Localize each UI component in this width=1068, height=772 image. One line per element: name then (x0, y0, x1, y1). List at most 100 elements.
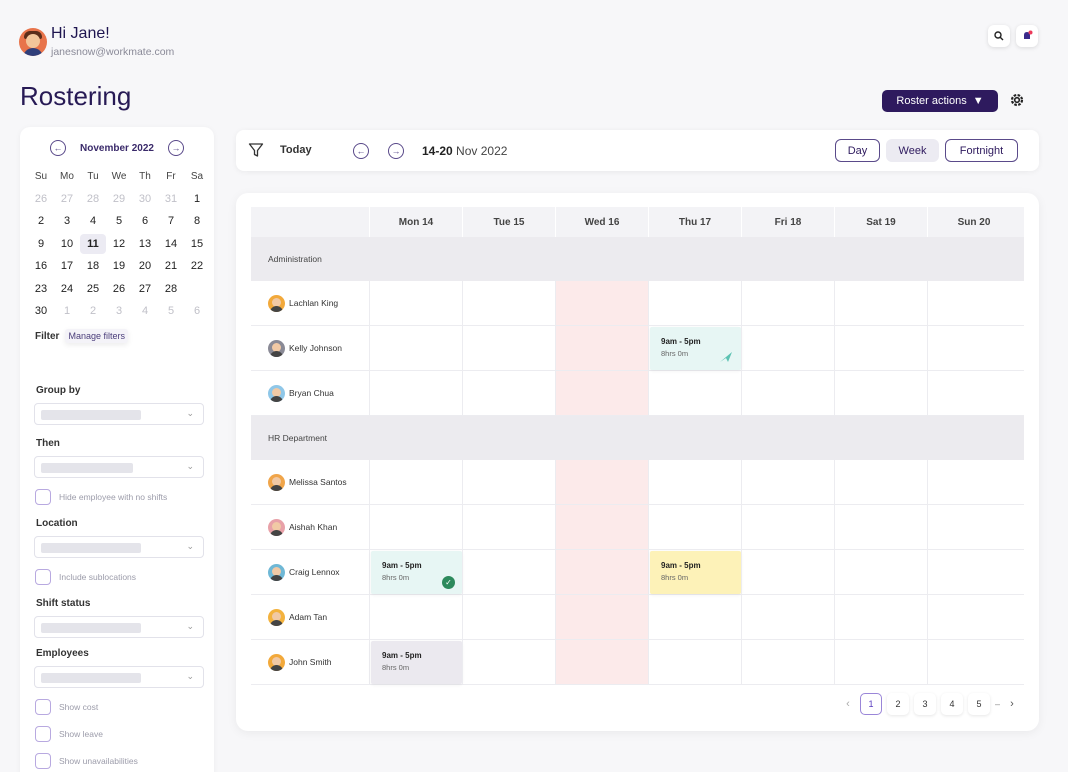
calendar-day[interactable]: 29 (112, 192, 126, 205)
calendar-day[interactable]: 13 (138, 237, 152, 250)
page-button[interactable]: 1 (860, 693, 882, 715)
roster-cell[interactable] (555, 640, 648, 684)
roster-cell[interactable] (369, 595, 462, 639)
view-day-button[interactable]: Day (835, 139, 880, 162)
roster-cell[interactable] (462, 281, 555, 325)
roster-cell[interactable] (834, 640, 927, 684)
shift-card[interactable]: 9am - 5pm 8hrs 0m (371, 641, 462, 684)
day-header[interactable]: Tue 15 (462, 207, 555, 237)
roster-cell[interactable] (555, 550, 648, 594)
calendar-day[interactable]: 3 (63, 215, 71, 228)
show-unavailabilities-checkbox[interactable] (35, 753, 51, 769)
hide-no-shifts-option[interactable]: Hide employee with no shifts (35, 489, 167, 505)
employee-cell[interactable]: Bryan Chua (251, 371, 369, 415)
day-header[interactable]: Sat 19 (834, 207, 927, 237)
employee-cell[interactable]: Melissa Santos (251, 460, 369, 504)
calendar-day[interactable]: 1 (63, 305, 71, 318)
roster-cell[interactable] (741, 640, 834, 684)
roster-cell[interactable] (648, 595, 741, 639)
day-header[interactable]: Thu 17 (648, 207, 741, 237)
then-select[interactable]: ⌄ (34, 456, 204, 478)
calendar-day[interactable]: 4 (89, 215, 97, 228)
calendar-day[interactable]: 22 (190, 260, 204, 273)
calendar-day[interactable]: 26 (34, 192, 48, 205)
next-week-button[interactable]: → (388, 143, 404, 159)
calendar-day[interactable]: 1 (193, 192, 201, 205)
roster-cell[interactable] (555, 281, 648, 325)
calendar-day[interactable]: 4 (141, 305, 149, 318)
view-week-button[interactable]: Week (886, 139, 939, 162)
location-select[interactable]: ⌄ (34, 536, 204, 558)
roster-cell[interactable]: 9am - 5pm 8hrs 0m (369, 640, 462, 684)
roster-cell[interactable] (369, 460, 462, 504)
section-header[interactable]: Administration (251, 237, 1024, 281)
roster-cell[interactable] (741, 460, 834, 504)
calendar-day[interactable]: 31 (164, 192, 178, 205)
calendar-day[interactable]: 8 (193, 215, 201, 228)
roster-cell[interactable] (648, 281, 741, 325)
roster-cell[interactable] (555, 505, 648, 549)
include-sublocations-option[interactable]: Include sublocations (35, 569, 136, 585)
page-button[interactable]: 5 (968, 693, 990, 715)
hide-no-shifts-checkbox[interactable] (35, 489, 51, 505)
calendar-day[interactable]: 10 (60, 237, 74, 250)
search-button[interactable] (988, 25, 1010, 47)
employee-cell[interactable]: Lachlan King (251, 281, 369, 325)
roster-cell[interactable]: 9am - 5pm 8hrs 0m (648, 326, 741, 370)
gear-icon[interactable] (1008, 91, 1026, 109)
roster-cell[interactable] (555, 371, 648, 415)
roster-cell[interactable] (462, 371, 555, 415)
day-header[interactable]: Wed 16 (555, 207, 648, 237)
roster-cell[interactable] (927, 505, 1020, 549)
roster-cell[interactable] (648, 640, 741, 684)
view-fortnight-button[interactable]: Fortnight (945, 139, 1018, 162)
roster-actions-button[interactable]: Roster actions ▼ (882, 90, 998, 112)
calendar-day[interactable]: 15 (190, 237, 204, 250)
calendar-day[interactable]: 2 (89, 305, 97, 318)
roster-cell[interactable] (927, 460, 1020, 504)
calendar-day[interactable]: 18 (86, 260, 100, 273)
roster-cell[interactable] (369, 326, 462, 370)
include-sublocations-checkbox[interactable] (35, 569, 51, 585)
calendar-day[interactable]: 17 (60, 260, 74, 273)
shift-status-select[interactable]: ⌄ (34, 616, 204, 638)
show-leave-option[interactable]: Show leave (35, 726, 103, 742)
filter-icon[interactable] (248, 142, 264, 158)
roster-cell[interactable] (462, 326, 555, 370)
roster-cell[interactable] (834, 326, 927, 370)
roster-cell[interactable] (927, 326, 1020, 370)
roster-cell[interactable] (462, 595, 555, 639)
calendar-day[interactable]: 6 (193, 305, 201, 318)
roster-cell[interactable] (927, 281, 1020, 325)
shift-card[interactable]: 9am - 5pm 8hrs 0m (650, 327, 741, 370)
calendar-day[interactable]: 7 (167, 215, 175, 228)
calendar-day[interactable]: 19 (112, 260, 126, 273)
employees-select[interactable]: ⌄ (34, 666, 204, 688)
employee-cell[interactable]: Adam Tan (251, 595, 369, 639)
roster-cell[interactable] (648, 505, 741, 549)
roster-cell[interactable] (927, 371, 1020, 415)
calendar-day[interactable]: 14 (164, 237, 178, 250)
day-header[interactable]: Fri 18 (741, 207, 834, 237)
calendar-day[interactable]: 16 (34, 260, 48, 273)
roster-cell[interactable] (834, 550, 927, 594)
shift-card[interactable]: 9am - 5pm 8hrs 0m ✓ (371, 551, 462, 594)
calendar-day[interactable]: 5 (167, 305, 175, 318)
roster-cell[interactable] (834, 281, 927, 325)
calendar-day[interactable]: 30 (34, 305, 48, 318)
roster-cell[interactable] (462, 505, 555, 549)
employee-cell[interactable]: Aishah Khan (251, 505, 369, 549)
notifications-button[interactable] (1016, 25, 1038, 47)
today-button[interactable]: Today (280, 144, 312, 156)
shift-card[interactable]: 9am - 5pm 8hrs 0m (650, 551, 741, 594)
roster-cell[interactable] (555, 326, 648, 370)
calendar-day[interactable]: 12 (112, 237, 126, 250)
roster-cell[interactable] (462, 640, 555, 684)
roster-cell[interactable] (741, 326, 834, 370)
avatar[interactable] (19, 28, 47, 56)
group-by-select[interactable]: ⌄ (34, 403, 204, 425)
next-month-button[interactable]: → (168, 140, 184, 156)
calendar-day[interactable]: 30 (138, 192, 152, 205)
calendar-day[interactable]: 26 (112, 282, 126, 295)
roster-cell[interactable] (369, 281, 462, 325)
